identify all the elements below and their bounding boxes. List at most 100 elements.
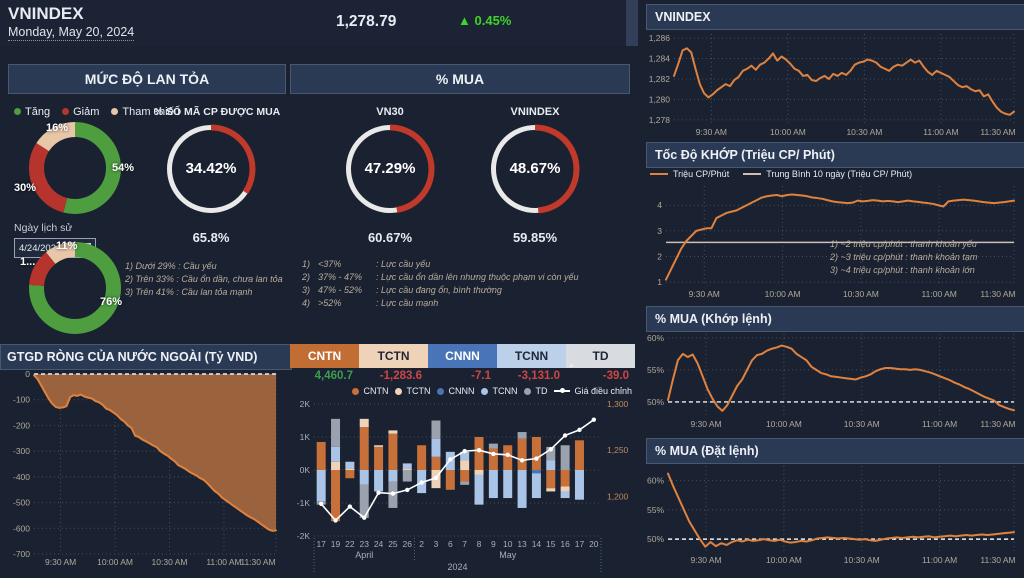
bar-segment-TCTN[interactable]: [331, 461, 341, 470]
bar-segment-CNTN[interactable]: [574, 440, 584, 470]
bar-segment-CNTN[interactable]: [431, 456, 441, 470]
bar-segment-TCNN[interactable]: [546, 460, 556, 470]
bar-segment-TCNN[interactable]: [560, 491, 570, 499]
y2-tick-label: 1,300: [607, 400, 629, 409]
bar-segment-TCNN[interactable]: [460, 451, 470, 461]
legend-dot-icon: [62, 108, 70, 115]
bar-segment-TCTN[interactable]: [546, 488, 556, 492]
tab-TD[interactable]: TD: [566, 344, 635, 368]
donut-segment[interactable]: [29, 122, 121, 214]
bar-segment-TD[interactable]: [488, 443, 498, 449]
bar-segment-TCNN[interactable]: [531, 473, 541, 499]
tab-value-CNNN: -7.1: [471, 370, 491, 382]
tab-value-TCTN: -1,283.6: [379, 370, 422, 382]
vn30-gauge[interactable]: [345, 124, 435, 214]
bar-segment-TCNN[interactable]: [359, 470, 369, 485]
bar-segment-CNTN[interactable]: [359, 427, 369, 470]
tab-CNTN[interactable]: CNTN: [290, 344, 359, 368]
bar-segment-CNTN[interactable]: [331, 470, 341, 522]
sort-indicator-icon[interactable]: ▲: [568, 362, 575, 369]
donut-today[interactable]: [28, 121, 122, 215]
bar-segment-TCNN[interactable]: [431, 438, 441, 457]
bar-segment-TD[interactable]: [460, 481, 470, 485]
bar-segment-TCNN[interactable]: [574, 470, 584, 500]
price-line-marker: [405, 487, 410, 493]
bar-segment-CNTN[interactable]: [417, 445, 427, 470]
vnindex-intraday-chart[interactable]: 1,286 1,284 1,282 1,280 1,278 9:30 AM 10:00 AM…: [640, 28, 1024, 142]
tab-TCTN[interactable]: TCTN: [359, 344, 428, 368]
bar-segment-CNTN[interactable]: [374, 446, 384, 470]
bar-segment-CNTN[interactable]: [316, 441, 326, 470]
bar-chart-legend: CNTN TCTN CNNN TCNN TD Giá điều chỉnh: [290, 386, 632, 396]
bar-segment-CNTN[interactable]: [517, 438, 527, 470]
bar-segment-TD[interactable]: [517, 432, 527, 439]
bar-segment-TD[interactable]: [331, 418, 341, 447]
bar-segment-TCTN[interactable]: [345, 468, 355, 470]
bar-segment-TCTN[interactable]: [560, 486, 570, 492]
bar-segment-CNTN[interactable]: [560, 470, 570, 487]
bar-segment-CNTN[interactable]: [388, 433, 398, 470]
bar-segment-TD[interactable]: [359, 484, 369, 518]
bar-segment-TCTN[interactable]: [388, 430, 398, 434]
bar-segment-TD[interactable]: [546, 446, 556, 461]
bar-legend-item-CNNN[interactable]: CNNN: [437, 386, 474, 396]
bar-segment-TD[interactable]: [402, 470, 412, 482]
legend-item-Giảm[interactable]: Giảm: [62, 106, 99, 118]
donut-segment[interactable]: [29, 242, 121, 334]
bar-legend-item-Giá điều chỉnh[interactable]: Giá điều chỉnh: [554, 386, 632, 396]
bar-segment-TCNN[interactable]: [517, 470, 527, 508]
donut-history[interactable]: [28, 241, 122, 335]
legend-item-Tham chiếu[interactable]: Tham chiếu: [111, 106, 180, 118]
bar-segment-TCNN[interactable]: [345, 461, 355, 469]
y-tick-label: -2K: [297, 531, 311, 541]
bar-segment-CNTN[interactable]: [546, 470, 556, 489]
donut-segment[interactable]: [29, 122, 121, 214]
bar-legend-item-TCNN[interactable]: TCNN: [481, 386, 517, 396]
bar-segment-TCTN[interactable]: [374, 445, 384, 447]
price-line-marker: [591, 417, 597, 422]
x-category-label: 14: [532, 539, 542, 549]
mua-dat-chart[interactable]: 60% 55% 50% 9:30 AM 10:00 AM 10:30 AM 11:00 AM…: [640, 462, 1024, 566]
bar-segment-TCNN[interactable]: [488, 470, 498, 499]
bar-segment-CNTN[interactable]: [445, 470, 455, 490]
bar-segment-CNTN[interactable]: [488, 448, 498, 470]
vnindex-gauge[interactable]: [490, 124, 580, 214]
price-line-marker: [462, 448, 467, 454]
speed-legend-item[interactable]: Triệu CP/Phút: [650, 169, 729, 179]
bar-legend-item-TD[interactable]: TD: [524, 386, 547, 396]
spread-gauge[interactable]: [166, 124, 256, 214]
bar-segment-TD[interactable]: [431, 420, 441, 439]
bar-segment-TCNN[interactable]: [316, 470, 326, 502]
bar-legend-item-CNTN[interactable]: CNTN: [352, 386, 388, 396]
tab-CNNN[interactable]: CNNN: [428, 344, 497, 368]
foreign-flow-chart[interactable]: 0 -100 -200 -300 -400 -500 -600 -700 9:30 AM 10:0…: [0, 368, 284, 576]
legend-item-Tăng[interactable]: Tăng: [14, 106, 50, 118]
bar-legend-item-TCTN[interactable]: TCTN: [395, 386, 430, 396]
speed-legend-item[interactable]: Trung Bình 10 ngày (Triệu CP/ Phút): [743, 169, 912, 179]
donut-history-svg: [29, 242, 121, 334]
tab-TCNN[interactable]: TCNN: [497, 344, 566, 368]
bar-segment-TCTN[interactable]: [402, 468, 412, 470]
bar-segment-TCNN[interactable]: [388, 470, 398, 482]
vn30-gauge-value: 47.29%: [364, 160, 416, 177]
bar-segment-TCNN[interactable]: [474, 474, 484, 505]
bar-segment-CNTN[interactable]: [531, 437, 541, 470]
bar-segment-CNTN[interactable]: [460, 470, 470, 482]
bar-segment-TD[interactable]: [560, 445, 570, 470]
bar-segment-TCNN[interactable]: [374, 470, 384, 492]
bar-segment-TCNN[interactable]: [402, 463, 412, 469]
bar-segment-CNTN[interactable]: [503, 445, 513, 470]
bar-segment-TCTN[interactable]: [359, 418, 369, 428]
bar-segment-CNTN[interactable]: [474, 437, 484, 470]
speed-chart[interactable]: 4 3 2 1 9:30 AM 10:00 AM 10:30 AM 11:00 AM 11:30…: [640, 182, 1024, 302]
note-line: 1) <37%: Lực cầu yếu: [302, 259, 431, 269]
mua-khop-chart[interactable]: 60% 55% 50% 9:30 AM 10:00 AM 10:30 AM 11:00 AM…: [640, 330, 1024, 430]
bar-segment-TCNN[interactable]: [331, 446, 341, 462]
bar-segment-TCNN[interactable]: [503, 470, 513, 499]
bar-segment-TCTN[interactable]: [460, 460, 470, 470]
bar-segment-TCTN[interactable]: [474, 470, 484, 475]
foreign-daily-chart[interactable]: 2K 1K 0K -1K -2K 1,300 1,250 1,200 17 19 22 23 24 25 2…: [290, 399, 635, 576]
bar-segment-CNNN[interactable]: [531, 470, 541, 474]
bar-segment-CNTN[interactable]: [345, 470, 355, 479]
y-tick-label: 1K: [300, 432, 311, 442]
